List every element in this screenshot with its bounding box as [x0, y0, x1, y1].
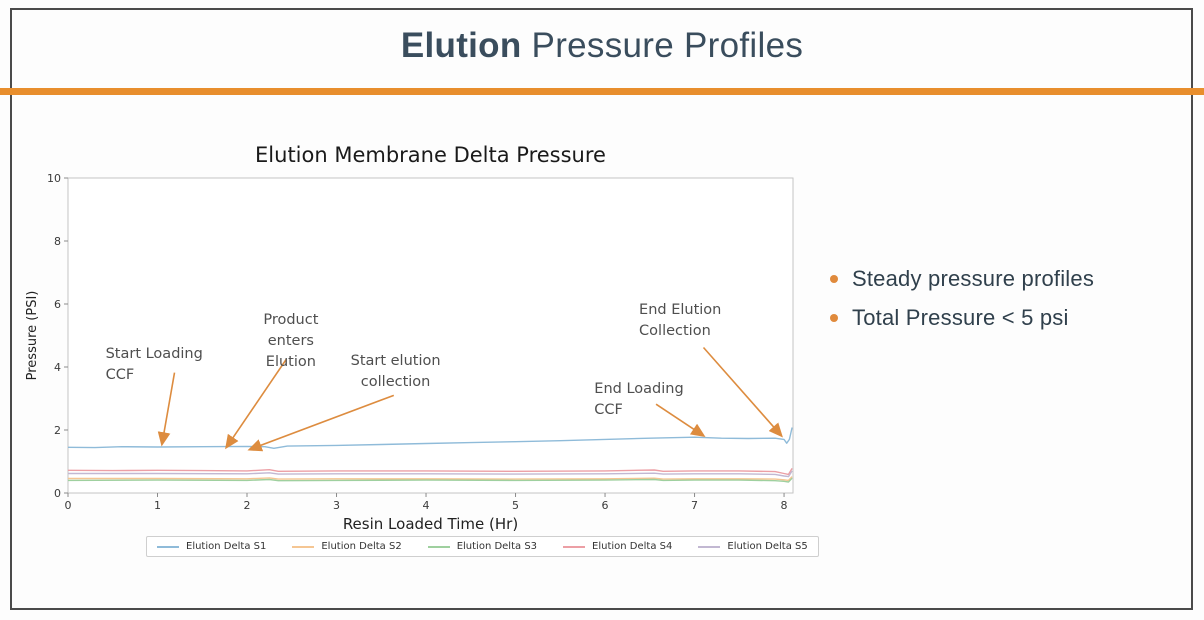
- series-line-elution-delta-s5: [68, 470, 793, 478]
- bullet-text: Total Pressure < 5 psi: [852, 305, 1069, 330]
- legend-swatch: [292, 545, 315, 548]
- legend-swatch: [427, 545, 450, 548]
- legend-item: Elution Delta S5: [698, 541, 808, 552]
- series-line-elution-delta-s2: [68, 476, 793, 482]
- page-title: Elution Pressure Profiles: [0, 26, 1204, 66]
- series-line-elution-delta-s4: [67, 468, 793, 476]
- x-tick-label: 0: [65, 499, 72, 512]
- annotation-arrow: [247, 394, 395, 452]
- legend-item: Elution Delta S3: [427, 541, 538, 552]
- annotation-arrow: [225, 358, 288, 450]
- x-tick-label: 1: [154, 499, 161, 512]
- bullet-dot-icon: [830, 275, 838, 283]
- series-line-elution-delta-s3: [67, 477, 793, 483]
- annotation-label: Product enters Elution: [263, 312, 318, 370]
- bullet-dot-icon: [830, 314, 838, 322]
- accent-divider: [0, 88, 1204, 95]
- x-tick-label: 6: [602, 499, 609, 512]
- bullet-item: Steady pressure profiles: [830, 266, 1200, 292]
- annotation-label: Start elution collection: [351, 353, 441, 390]
- x-tick-label: 8: [781, 499, 788, 512]
- legend-label: Elution Delta S4: [592, 541, 673, 552]
- x-tick-label: 3: [333, 499, 340, 512]
- annotation-arrow: [702, 346, 783, 438]
- legend-label: Elution Delta S5: [727, 541, 808, 552]
- x-tick-label: 4: [423, 499, 430, 512]
- bullet-text: Steady pressure profiles: [852, 266, 1095, 291]
- annotation-label: End Elution Collection: [639, 302, 721, 339]
- legend-label: Elution Delta S2: [321, 541, 402, 552]
- y-tick-label: 8: [54, 235, 61, 248]
- bullet-list: Steady pressure profiles Total Pressure <…: [830, 266, 1200, 344]
- y-axis-label: Pressure (PSI): [25, 291, 40, 381]
- annotation-label: End Loading CCF: [594, 381, 683, 418]
- y-tick-label: 0: [54, 487, 61, 500]
- legend-label: Elution Delta S3: [456, 541, 538, 552]
- chart-legend: Elution Delta S1 Elution Delta S2 Elution …: [146, 536, 819, 557]
- legend-swatch: [698, 545, 721, 548]
- pressure-chart: Elution Membrane Delta Pressure Resin Loa…: [25, 143, 794, 533]
- annotation-arrow: [157, 372, 176, 447]
- chart-area: Elution Membrane Delta Pressure Resin Loa…: [20, 128, 820, 543]
- legend-item: Elution Delta S2: [292, 541, 402, 552]
- y-tick-label: 10: [47, 172, 61, 185]
- legend-label: Elution Delta S1: [186, 541, 267, 552]
- y-tick-label: 6: [54, 298, 61, 311]
- y-tick-label: 2: [54, 424, 61, 437]
- x-tick-label: 7: [691, 499, 698, 512]
- series-line-elution-delta-s1: [67, 427, 793, 449]
- x-tick-label: 2: [244, 499, 251, 512]
- annotation-label: Start Loading CCF: [106, 346, 203, 383]
- y-tick-label: 4: [54, 361, 61, 374]
- legend-swatch: [563, 545, 586, 548]
- legend-swatch: [157, 545, 179, 548]
- bullet-item: Total Pressure < 5 psi: [830, 305, 1200, 331]
- plot-frame: [67, 177, 794, 494]
- legend-item: Elution Delta S4: [563, 541, 672, 552]
- chart-title: Elution Membrane Delta Pressure: [255, 143, 606, 167]
- x-axis-label: Resin Loaded Time (Hr): [343, 515, 518, 533]
- page-title-rest: Pressure Profiles: [521, 26, 804, 65]
- page-title-bold: Elution: [400, 26, 522, 65]
- x-tick-label: 5: [512, 499, 519, 512]
- annotation-arrow: [655, 403, 706, 437]
- legend-item: Elution Delta S1: [157, 541, 266, 552]
